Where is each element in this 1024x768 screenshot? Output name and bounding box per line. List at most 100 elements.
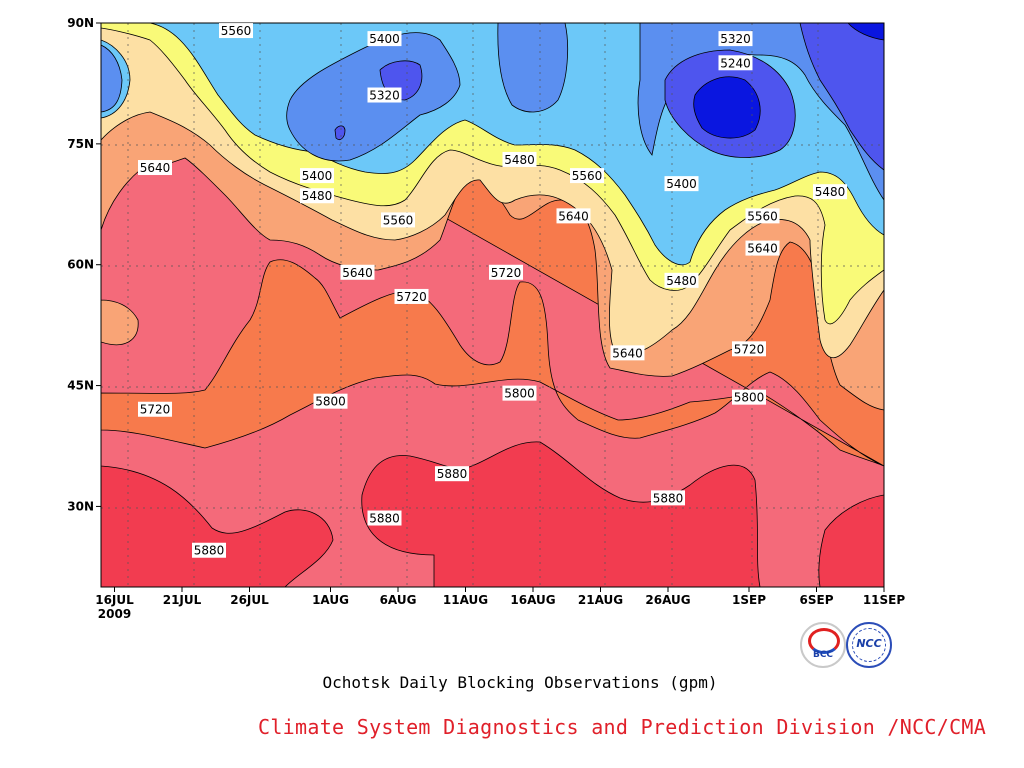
contour-label: 5320	[367, 87, 402, 103]
x-tick-label: 11AUG	[443, 593, 488, 607]
contour-label-text: 5640	[140, 161, 171, 175]
contour-label-box	[718, 31, 753, 47]
contour-label-box	[138, 401, 172, 417]
x-year-label: 2009	[98, 607, 131, 621]
contour-label-box	[664, 176, 699, 192]
contour-label-text: 5400	[302, 169, 333, 183]
y-tick-label: 30N	[67, 499, 94, 513]
contour-label-box	[300, 188, 334, 204]
contour-label-box	[367, 31, 402, 47]
contour-label: 5800	[732, 389, 766, 405]
contour-label-text: 5720	[396, 290, 427, 304]
contour-label: 5800	[313, 393, 348, 409]
y-tick-label: 60N	[67, 258, 94, 272]
contour-label-text: 5640	[612, 346, 643, 360]
contour-label-box	[340, 264, 375, 280]
y-tick-label: 90N	[67, 16, 94, 30]
contour-label-text: 5880	[194, 544, 225, 558]
contour-label: 5640	[556, 208, 591, 224]
contour-label-text: 5720	[734, 342, 765, 356]
contour-label-text: 5720	[491, 266, 522, 280]
x-tick-label: 21JUL	[163, 593, 202, 607]
contour-label-text: 5480	[302, 189, 333, 203]
contour-label: 5880	[367, 510, 402, 526]
contour-label: 5560	[570, 168, 604, 184]
contour-label-box	[219, 23, 253, 39]
contour-label-text: 5800	[315, 395, 346, 409]
contour-label: 5400	[367, 31, 402, 47]
contour-label-text: 5880	[437, 467, 468, 481]
ncc-logo-icon: NCC	[846, 622, 892, 668]
bcc-logo-text: BCC	[812, 650, 834, 660]
globe-icon	[852, 628, 886, 662]
x-tick-label: 16AUG	[510, 593, 555, 607]
contour-label: 5400	[664, 176, 699, 192]
x-tick-label: 1SEP	[732, 593, 766, 607]
chart-caption: Ochotsk Daily Blocking Observations (gpm…	[322, 673, 718, 692]
contour-label: 5320	[718, 31, 753, 47]
y-tick-label: 45N	[67, 379, 94, 393]
x-tick-label: 26JUL	[230, 593, 269, 607]
x-tick-label: 6SEP	[800, 593, 834, 607]
contour-label-text: 5640	[747, 242, 778, 256]
contour-label: 5480	[813, 184, 847, 200]
contour-label: 5640	[340, 264, 375, 280]
plot-frame	[100, 22, 885, 588]
ncc-logo-text: NCC	[856, 637, 882, 650]
x-tick-label: 21AUG	[578, 593, 623, 607]
contour-label-box	[192, 542, 226, 558]
contour-label-box	[570, 168, 604, 184]
contour-label: 5720	[394, 288, 429, 304]
contour-label-box	[732, 389, 766, 405]
x-tick-label: 6AUG	[380, 593, 417, 607]
contour-label-text: 5240	[720, 56, 751, 70]
contour-label: 5560	[219, 23, 253, 39]
contour-label: 5400	[300, 168, 334, 184]
contour-label-box	[813, 184, 847, 200]
contour-label-box	[138, 160, 172, 176]
contour-label: 5560	[381, 212, 415, 228]
contour-label-box	[745, 240, 780, 256]
x-tick-label: 1AUG	[312, 593, 349, 607]
contour-labels: 5560 5400 5320 5320 5240 5640 5400 5480 5560 5480…	[138, 23, 847, 558]
contour-label-text: 5480	[815, 185, 846, 199]
contour-label: 5480	[300, 188, 334, 204]
contour-label-text: 5800	[734, 391, 765, 405]
bcc-ring-icon	[808, 628, 840, 654]
y-axis: 30N 45N 60N 75N 90N	[67, 16, 101, 513]
contour-label: 5880	[192, 542, 226, 558]
contour-label-text: 5400	[666, 177, 697, 191]
contour-label-box	[394, 288, 429, 304]
x-tick-label: 26AUG	[645, 593, 690, 607]
contour-label-box	[313, 393, 348, 409]
contour-label: 5720	[732, 341, 766, 357]
contour-label: 5880	[651, 490, 685, 506]
x-tick-label: 11SEP	[863, 593, 906, 607]
contour-fills	[101, 23, 884, 587]
contour-label-text: 5320	[720, 32, 751, 46]
contour-label-box	[718, 55, 753, 71]
contour-label-text: 5880	[369, 512, 400, 526]
contour-label: 5720	[138, 401, 172, 417]
contour-label-text: 5560	[747, 209, 778, 223]
contour-label: 5880	[435, 466, 469, 482]
contour-label-text: 5880	[653, 491, 684, 505]
contour-label-box	[502, 385, 537, 401]
band-below-5240	[693, 23, 884, 139]
contour-label-box	[367, 87, 402, 103]
contour-label-text: 5560	[383, 213, 414, 227]
contour-label-box	[651, 490, 685, 506]
contour-label-box	[610, 345, 645, 361]
bcc-logo-icon: BCC	[800, 622, 846, 668]
contour-label: 5720	[489, 264, 523, 280]
contour-label-box	[556, 208, 591, 224]
credit-line: Climate System Diagnostics and Predictio…	[258, 715, 987, 739]
contour-label-text: 5720	[140, 403, 171, 417]
contour-label-box	[435, 466, 469, 482]
contour-label: 5480	[502, 151, 537, 167]
contour-label-box	[367, 510, 402, 526]
contour-label-text: 5560	[221, 24, 252, 38]
contour-label: 5560	[745, 208, 780, 224]
contour-label-box	[664, 272, 699, 288]
